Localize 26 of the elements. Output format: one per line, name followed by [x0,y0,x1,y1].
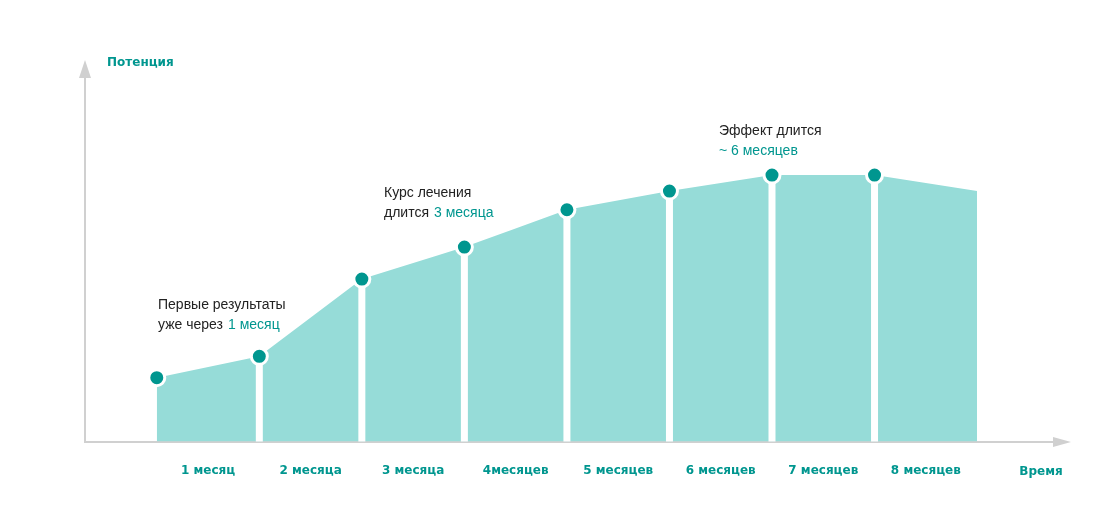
point [249,346,269,366]
point [659,181,679,201]
x-tick-label: 1 месяц [180,462,236,477]
text: Эффект длится [719,121,822,138]
x-tick-label: 3 месяца [381,462,445,477]
point [865,165,885,185]
annotation: 3 месяца [433,203,494,220]
x-tick-label: 4месяцев [482,462,549,477]
point [762,165,782,185]
x-tick-label: 5 месяцев [583,462,654,477]
annotation: длится [384,203,429,220]
x-tick-label: 8 месяцев [890,462,962,477]
point [352,269,372,289]
annotation: уже через [158,315,223,332]
annotation: Первые результаты [158,295,286,312]
x-tick-label: 2 месяца [279,462,342,477]
text: ~ 6 месяцев [719,141,798,158]
point [147,368,167,388]
point [557,200,577,220]
annotation: 1 месяц [227,315,280,332]
point [454,237,474,257]
text: Потенция [107,55,174,70]
annotation: Курс лечения [384,183,472,200]
x-axis-title: Время [1019,463,1063,478]
x-tick-label: 6 месяцев [685,462,757,477]
x-tick-label: 7 месяцев [788,462,859,477]
